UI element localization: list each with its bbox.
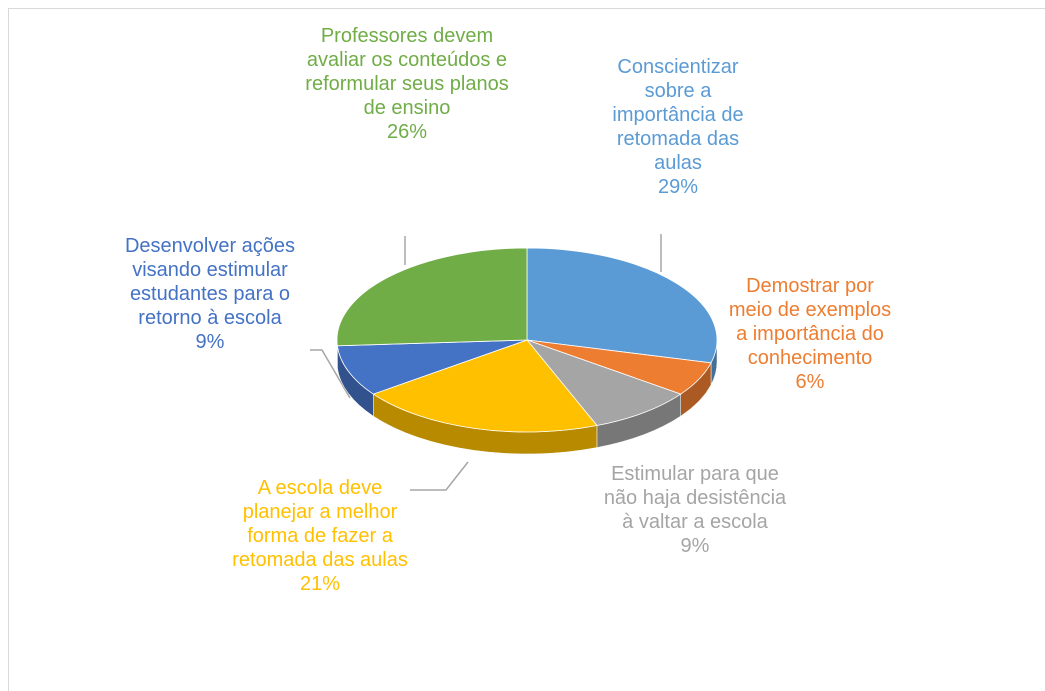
category-label: Professores devem avaliar os conteúdos e… — [305, 25, 509, 119]
slice — [336, 339, 528, 395]
category-label: Estimular para que não haja desistência … — [603, 463, 787, 533]
slice — [372, 339, 598, 433]
data-label: Desenvolver ações visando estimular estu… — [110, 234, 310, 354]
value-label: 29% — [657, 176, 699, 198]
slice — [525, 339, 682, 426]
data-label: Estimular para que não haja desistência … — [600, 462, 790, 558]
slice — [336, 247, 528, 347]
value-label: 9% — [680, 535, 710, 557]
data-label: Professores devem avaliar os conteúdos e… — [305, 24, 510, 144]
category-label: Conscientizar sobre a importância de ret… — [612, 56, 744, 174]
value-label: 9% — [195, 331, 225, 353]
data-label: Demostrar por meio de exemplos a importâ… — [723, 274, 898, 394]
category-label: Demostrar por meio de exemplos a importâ… — [728, 275, 892, 369]
leader-lines — [310, 234, 662, 491]
chart-frame — [8, 8, 1045, 691]
leader-line — [410, 461, 469, 491]
slice — [526, 247, 718, 364]
data-label: Conscientizar sobre a importância de ret… — [591, 55, 766, 199]
data-label: A escola deve planejar a melhor forma de… — [230, 476, 410, 596]
category-label: A escola deve planejar a melhor forma de… — [232, 477, 408, 571]
value-label: 26% — [386, 121, 428, 143]
value-label: 21% — [299, 573, 341, 595]
leader-line — [310, 349, 351, 399]
value-label: 6% — [795, 371, 825, 393]
category-label: Desenvolver ações visando estimular estu… — [124, 235, 296, 329]
